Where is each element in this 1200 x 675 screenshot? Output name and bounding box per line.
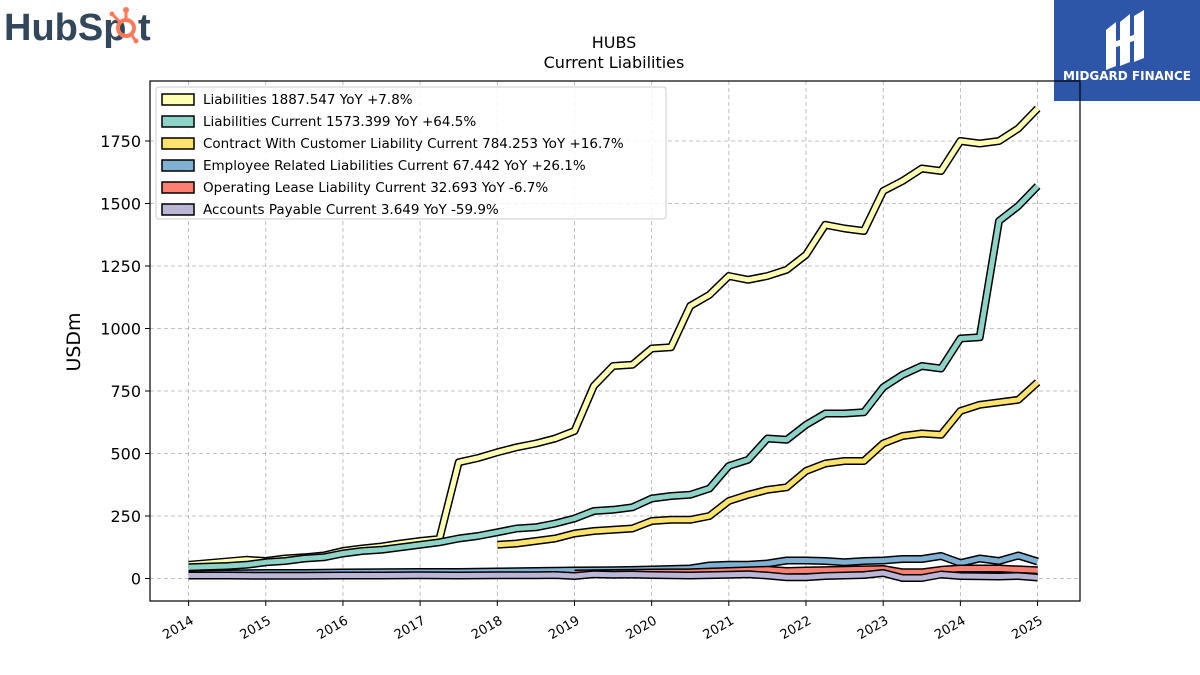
legend-swatch-2 — [161, 137, 195, 150]
legend-label-3: Employee Related Liabilities Current 67.… — [203, 158, 586, 174]
midgard-logo-text: MIDGARD FINANCE — [1063, 69, 1191, 83]
x-tick-label: 2021 — [701, 613, 737, 643]
legend-label-5: Accounts Payable Current 3.649 YoY -59.9… — [203, 202, 499, 218]
y-tick-label: 500 — [110, 445, 141, 464]
chart-subtitle: Current Liabilities — [544, 53, 685, 72]
series-line-2 — [497, 380, 1040, 548]
legend-label-1: Liabilities Current 1573.399 YoY +64.5% — [203, 114, 476, 130]
x-tick-label: 2018 — [469, 613, 505, 643]
legend-label-4: Operating Lease Liability Current 32.693… — [203, 180, 548, 196]
hubspot-logo-text-b: t — [138, 7, 151, 49]
y-tick-label: 0 — [131, 570, 141, 589]
legend-box — [155, 86, 667, 220]
y-tick-label: 250 — [110, 507, 141, 526]
x-tick-label: 2015 — [238, 613, 274, 643]
legend-label-2: Contract With Customer Liability Current… — [203, 136, 624, 152]
sprocket-icon — [109, 7, 139, 44]
x-tick-label: 2025 — [1009, 613, 1045, 643]
midgard-finance-logo: MIDGARD FINANCE — [1054, 0, 1200, 101]
legend-swatch-4 — [161, 181, 195, 194]
plot-frame — [149, 80, 1081, 602]
y-tick-label: 1000 — [100, 320, 141, 339]
x-tick-label: 2017 — [392, 613, 428, 643]
legend-swatch-5 — [161, 203, 195, 216]
chart-title: HUBS — [592, 33, 637, 52]
y-axis-label: USDm — [63, 312, 85, 371]
series-group — [188, 105, 1041, 582]
x-tick-label: 2022 — [778, 613, 814, 643]
midgard-emblem-icon — [1106, 10, 1144, 70]
series-line-1 — [188, 184, 1040, 570]
y-tick-label: 1500 — [100, 195, 141, 214]
series-line-5 — [188, 570, 1038, 581]
x-tick-label: 2014 — [160, 613, 196, 643]
legend-label-0: Liabilities 1887.547 YoY +7.8% — [203, 92, 413, 108]
hubspot-logo: HubSp t — [4, 2, 164, 52]
legend-swatch-3 — [161, 159, 195, 172]
legend-swatch-1 — [161, 115, 195, 128]
x-tick-label: 2016 — [315, 613, 351, 643]
x-tick-label: 2024 — [932, 613, 968, 643]
legend: Liabilities 1887.547 YoY +7.8% Liabilitie… — [155, 86, 667, 220]
y-tick-label: 750 — [110, 382, 141, 401]
hubspot-logo-text-a: HubSp — [4, 7, 126, 49]
legend-swatch-0 — [161, 93, 195, 106]
x-tick-label: 2023 — [855, 613, 891, 643]
y-tick-label: 1250 — [100, 257, 141, 276]
x-tick-label: 2019 — [546, 613, 582, 643]
x-tick-label: 2020 — [623, 613, 659, 643]
y-tick-label: 1750 — [100, 132, 141, 151]
